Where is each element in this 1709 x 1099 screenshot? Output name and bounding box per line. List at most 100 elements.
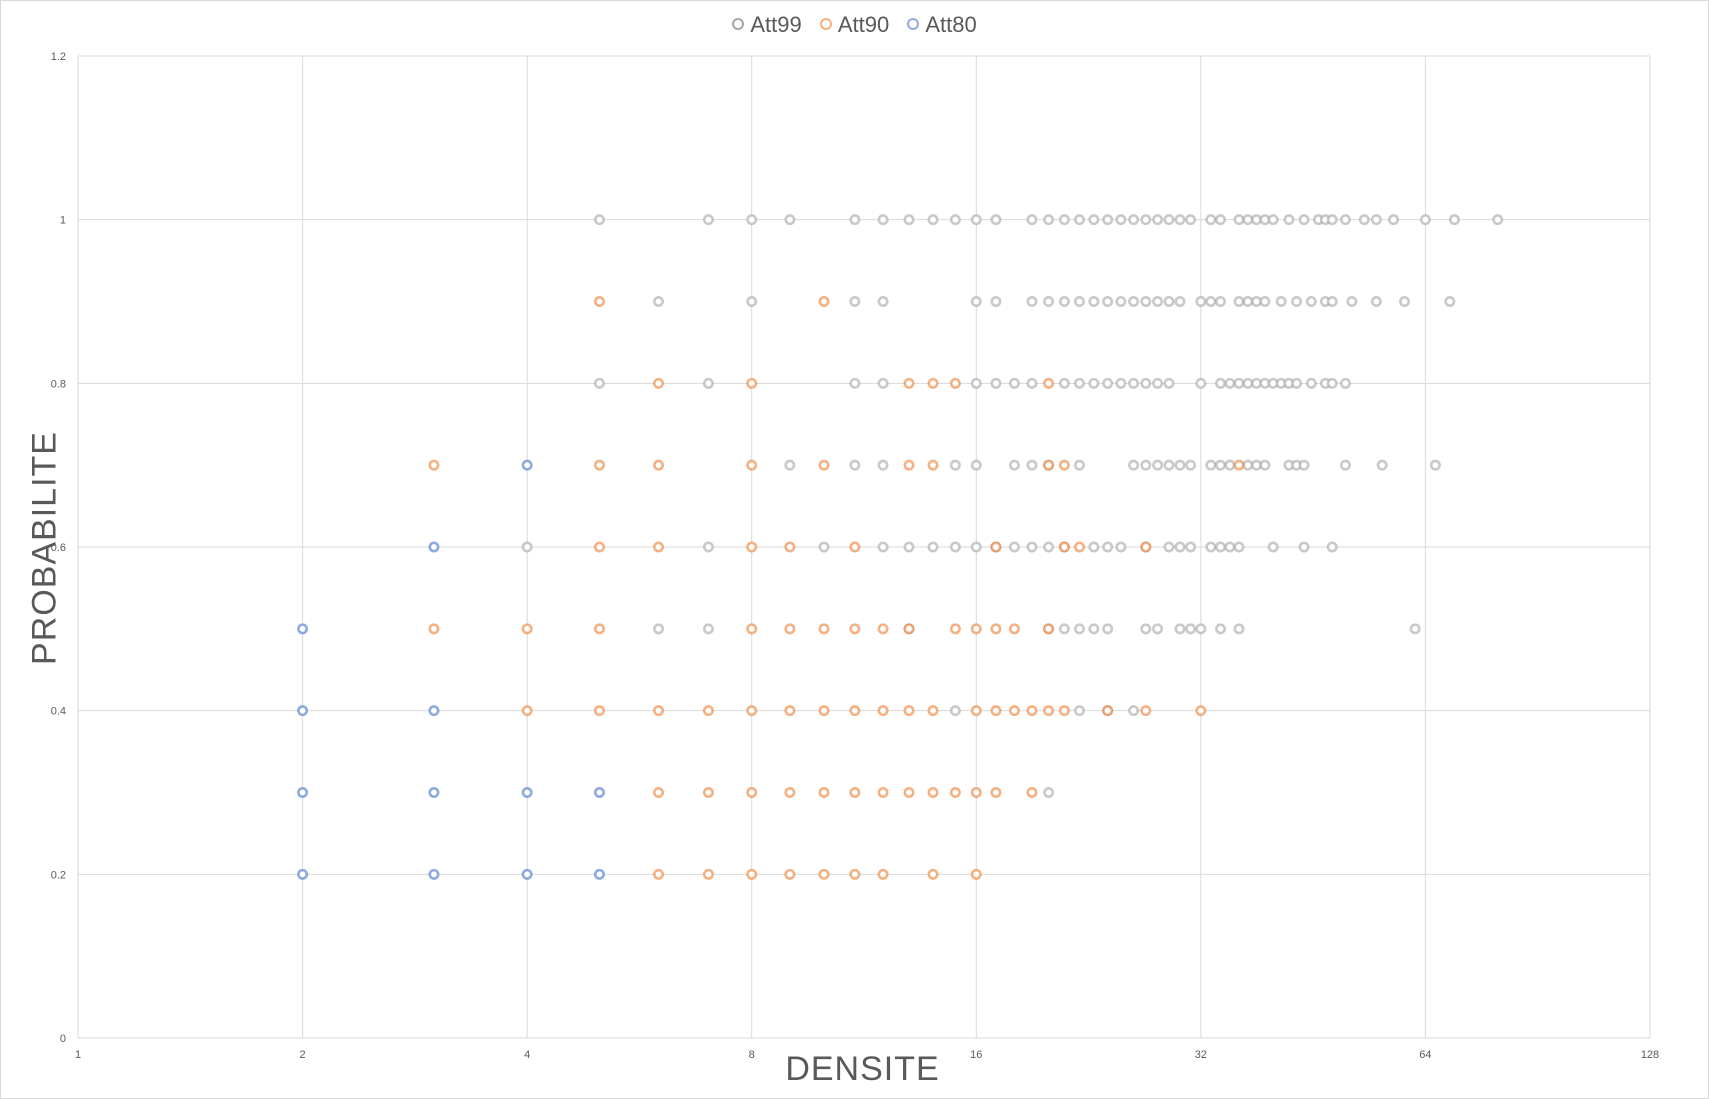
point-att90	[428, 459, 440, 471]
y-tick-label: 0.4	[51, 706, 66, 718]
point-att99	[990, 214, 1002, 226]
point-att99	[1233, 623, 1245, 635]
point-att99	[521, 541, 533, 553]
point-att90	[746, 541, 758, 553]
point-att90	[746, 623, 758, 635]
point-att99	[1140, 295, 1152, 307]
point-att90	[702, 868, 714, 880]
point-att99	[1058, 377, 1070, 389]
legend-label-att90: Att90	[837, 12, 890, 37]
x-tick-label: 64	[1419, 1049, 1431, 1061]
point-att99	[1326, 295, 1338, 307]
point-att99	[849, 214, 861, 226]
point-att90	[877, 868, 889, 880]
x-tick-label: 1	[75, 1049, 81, 1061]
point-att99	[970, 214, 982, 226]
x-tick-label: 4	[524, 1049, 530, 1061]
point-att99	[1242, 295, 1254, 307]
y-tick-label: 0	[60, 1033, 66, 1045]
point-att90	[1233, 459, 1245, 471]
point-att99	[1185, 541, 1197, 553]
point-att99	[1102, 623, 1114, 635]
point-att99	[1326, 541, 1338, 553]
point-att90	[521, 705, 533, 717]
point-att99	[593, 214, 605, 226]
point-att90	[784, 868, 796, 880]
point-att99	[1115, 541, 1127, 553]
point-att99	[1185, 623, 1197, 635]
point-att80	[428, 705, 440, 717]
y-tick-label: 0.8	[51, 378, 66, 390]
point-att99	[593, 377, 605, 389]
point-att99	[1026, 459, 1038, 471]
point-att99	[746, 214, 758, 226]
point-att99	[1326, 377, 1338, 389]
point-att90	[1008, 623, 1020, 635]
point-att99	[1205, 295, 1217, 307]
point-att99	[1073, 377, 1085, 389]
point-att99	[1152, 295, 1164, 307]
point-att99	[927, 214, 939, 226]
point-att99	[784, 459, 796, 471]
point-att99	[746, 295, 758, 307]
point-att99	[1242, 459, 1254, 471]
point-att99	[949, 459, 961, 471]
point-att90	[818, 295, 830, 307]
point-att99	[1115, 377, 1127, 389]
axis-ticks: 1 2 4 8 16 32 64 128 0 0.2 0.4 0.6 0.8 1 1.2	[51, 51, 1659, 1061]
legend-marker-att80	[907, 18, 920, 31]
point-att99	[1140, 377, 1152, 389]
point-att99	[1283, 214, 1295, 226]
point-att90	[818, 868, 830, 880]
y-tick-label: 0.6	[51, 542, 66, 554]
point-att90	[653, 459, 665, 471]
point-att99	[1205, 214, 1217, 226]
point-att90	[784, 786, 796, 798]
point-att99	[1115, 214, 1127, 226]
point-att90	[1140, 541, 1152, 553]
point-att80	[428, 868, 440, 880]
point-att90	[818, 623, 830, 635]
point-att99	[1224, 541, 1236, 553]
point-att99	[1233, 377, 1245, 389]
point-att99	[1214, 541, 1226, 553]
point-att99	[1008, 541, 1020, 553]
point-att90	[818, 705, 830, 717]
x-tick-label: 16	[970, 1049, 982, 1061]
point-att90	[970, 623, 982, 635]
point-att99	[1102, 541, 1114, 553]
point-att90	[746, 459, 758, 471]
point-att99	[702, 214, 714, 226]
point-att99	[1073, 705, 1085, 717]
point-att80	[521, 786, 533, 798]
point-att99	[1224, 459, 1236, 471]
point-att99	[1267, 541, 1279, 553]
point-att90	[927, 705, 939, 717]
point-att99	[1174, 214, 1186, 226]
point-att90	[903, 786, 915, 798]
point-att99	[1195, 377, 1207, 389]
x-tick-label: 128	[1641, 1049, 1659, 1061]
point-att99	[1163, 214, 1175, 226]
point-att99	[1233, 541, 1245, 553]
point-att99	[1339, 377, 1351, 389]
point-att90	[653, 868, 665, 880]
point-att99	[1026, 377, 1038, 389]
point-att90	[970, 705, 982, 717]
point-att99	[1233, 214, 1245, 226]
point-att99	[990, 377, 1002, 389]
point-att99	[1298, 459, 1310, 471]
point-att99	[1026, 214, 1038, 226]
x-tick-label: 32	[1195, 1049, 1207, 1061]
point-att99	[1224, 377, 1236, 389]
point-att99	[1128, 705, 1140, 717]
point-att99	[1174, 623, 1186, 635]
point-att99	[1008, 459, 1020, 471]
point-att80	[593, 868, 605, 880]
point-att90	[949, 377, 961, 389]
point-att90	[1058, 459, 1070, 471]
point-att99	[1152, 377, 1164, 389]
point-att90	[746, 705, 758, 717]
point-att99	[1275, 295, 1287, 307]
point-att80	[297, 705, 309, 717]
